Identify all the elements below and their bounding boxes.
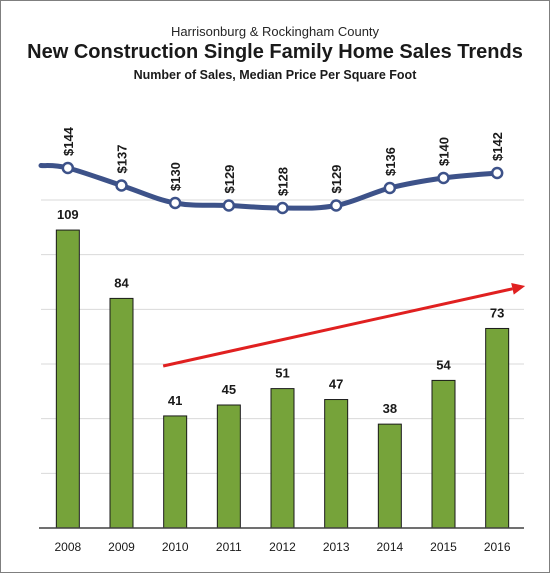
bar-label-2015: 54 bbox=[436, 357, 451, 372]
x-tick-label-2013: 2013 bbox=[323, 540, 350, 554]
x-tick-label-2011: 2011 bbox=[216, 540, 242, 554]
price-label-2016: $142 bbox=[490, 132, 505, 161]
price-label-2011: $129 bbox=[222, 165, 237, 194]
bar-2013 bbox=[324, 399, 349, 529]
chart-supertitle: Harrisonburg & Rockingham County bbox=[170, 24, 380, 39]
x-tick-label-2015: 2015 bbox=[430, 540, 457, 554]
bar-2015 bbox=[431, 379, 456, 529]
x-axis-tick-labels: 2008 2009 2010 2011 2012 2013 2014 2015 2016 bbox=[54, 540, 510, 554]
bar-2012 bbox=[270, 388, 295, 529]
price-marker-2014 bbox=[383, 181, 397, 195]
price-marker-2008 bbox=[61, 161, 75, 175]
price-marker-2009 bbox=[115, 179, 128, 192]
price-label-2012: $128 bbox=[276, 167, 291, 196]
bar-label-2008: 109 bbox=[57, 207, 79, 222]
bar-2010 bbox=[163, 415, 188, 529]
bar-label-2010: 41 bbox=[168, 393, 182, 408]
bar-label-2009: 84 bbox=[114, 275, 129, 290]
bar-label-2013: 47 bbox=[329, 377, 343, 392]
bar-series bbox=[55, 229, 510, 529]
x-tick-label-2008: 2008 bbox=[54, 540, 81, 554]
price-line-series bbox=[38, 161, 504, 215]
x-tick-label-2014: 2014 bbox=[376, 540, 403, 554]
price-marker-2013 bbox=[329, 199, 343, 212]
bar-labels: 109 84 41 45 51 47 38 54 73 bbox=[57, 207, 504, 416]
bar-label-2016: 73 bbox=[490, 305, 504, 320]
price-label-2009: $137 bbox=[115, 145, 130, 174]
x-tick-label-2010: 2010 bbox=[162, 540, 189, 554]
bar-2011 bbox=[216, 404, 241, 529]
price-marker-2010 bbox=[168, 196, 182, 210]
x-tick-label-2016: 2016 bbox=[484, 540, 511, 554]
price-marker-2015 bbox=[437, 171, 450, 185]
bar-2008 bbox=[55, 229, 80, 529]
price-labels: $144 $137 $130 $129 $128 $129 $136 $140 $142 bbox=[61, 126, 505, 196]
trend-arrow bbox=[162, 282, 526, 368]
price-label-2013: $129 bbox=[329, 165, 344, 194]
chart-title: New Construction Single Family Home Sale… bbox=[27, 41, 523, 63]
price-line-path bbox=[38, 163, 500, 211]
price-marker-2012 bbox=[276, 201, 289, 215]
price-label-2015: $140 bbox=[437, 137, 452, 166]
price-marker-2016 bbox=[490, 166, 504, 180]
bar-2009 bbox=[109, 297, 134, 529]
bar-label-2012: 51 bbox=[275, 366, 289, 381]
price-marker-2011 bbox=[222, 199, 236, 212]
bar-2014 bbox=[377, 423, 402, 529]
price-label-2008: $144 bbox=[61, 126, 76, 156]
price-label-2010: $130 bbox=[168, 162, 183, 191]
bar-label-2011: 45 bbox=[222, 382, 236, 397]
bar-label-2014: 38 bbox=[383, 401, 397, 416]
trend-arrow-head bbox=[511, 282, 526, 295]
bar-2016 bbox=[485, 327, 510, 529]
x-tick-label-2012: 2012 bbox=[269, 540, 296, 554]
chart-subtitle: Number of Sales, Median Price Per Square… bbox=[133, 68, 417, 82]
x-tick-label-2009: 2009 bbox=[108, 540, 135, 554]
price-label-2014: $136 bbox=[383, 147, 398, 176]
trend-arrow-shaft bbox=[162, 287, 513, 368]
